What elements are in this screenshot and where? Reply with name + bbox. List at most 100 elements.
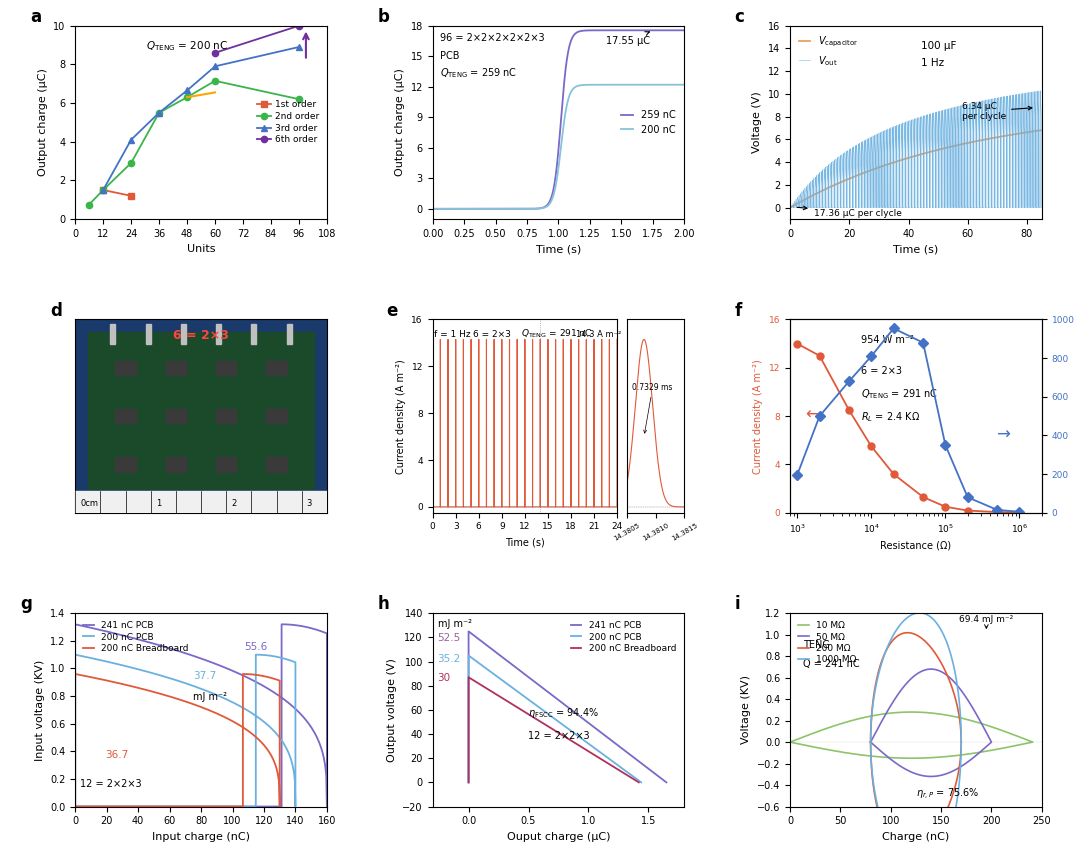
- Line: 1000 MΩ: 1000 MΩ: [871, 613, 961, 858]
- Legend: 10 MΩ, 50 MΩ, 200 MΩ, 1000 MΩ: 10 MΩ, 50 MΩ, 200 MΩ, 1000 MΩ: [795, 618, 860, 668]
- 200 nC PCB: [215, 692, 228, 702]
- 3rd order: [208, 61, 221, 71]
- X-axis label: Time (s): Time (s): [505, 537, 545, 547]
- Text: 1: 1: [156, 498, 161, 508]
- $V_\mathrm{out}$: [784, 202, 797, 213]
- Bar: [216, 324, 221, 344]
- Y-axis label: Output charge (μC): Output charge (μC): [395, 69, 405, 176]
- Bar: [111, 324, 116, 344]
- 200 nC Breadboard: [462, 777, 475, 788]
- 259 nC: [673, 25, 686, 35]
- Text: f = 1 Hz: f = 1 Hz: [435, 329, 471, 339]
- Line: 50 MΩ: 50 MΩ: [871, 669, 991, 776]
- Bar: [75, 491, 326, 513]
- Bar: [116, 360, 135, 375]
- Text: mJ m⁻²: mJ m⁻²: [193, 692, 228, 702]
- $V_\mathrm{out}$: [813, 202, 826, 213]
- 200 nC PCB: [264, 722, 277, 733]
- Bar: [165, 409, 186, 423]
- 200 nC Breadboard: [69, 801, 82, 812]
- Text: 954 W m⁻²: 954 W m⁻²: [860, 335, 913, 345]
- 200 nC: [455, 203, 468, 214]
- 259 nC: [678, 25, 691, 35]
- Y-axis label: Output charge (μC): Output charge (μC): [38, 69, 47, 176]
- Bar: [266, 409, 287, 423]
- Text: g: g: [19, 595, 31, 613]
- 241 nC PCB: [462, 777, 475, 788]
- 200 nC Breadboard: [623, 771, 636, 782]
- 200 MΩ: [909, 845, 921, 855]
- Text: d: d: [50, 302, 62, 320]
- 200 nC PCB: [603, 753, 615, 764]
- $V_\mathrm{capacitor}$: [934, 144, 947, 154]
- 3rd order: [125, 135, 137, 145]
- 241 nC PCB: [255, 801, 267, 812]
- 259 nC: [645, 25, 658, 35]
- Line: 3rd order: 3rd order: [100, 44, 302, 193]
- Legend: $V_\mathrm{capacitor}$, $V_\mathrm{out}$: $V_\mathrm{capacitor}$, $V_\mathrm{out}$: [795, 31, 862, 71]
- Bar: [216, 457, 236, 472]
- 3rd order: [153, 107, 165, 118]
- Line: 1st order: 1st order: [100, 187, 134, 199]
- 200 nC Breadboard: [250, 733, 263, 743]
- Line: 200 MΩ: 200 MΩ: [871, 632, 961, 851]
- Line: 241 nC PCB: 241 nC PCB: [75, 625, 326, 807]
- Text: e: e: [387, 302, 397, 320]
- 259 nC: [523, 203, 536, 214]
- Line: 259 nC: 259 nC: [433, 30, 684, 208]
- $V_\mathrm{capacitor}$: [1035, 125, 1048, 136]
- 200 nC PCB: [518, 691, 531, 701]
- Text: 100 μF: 100 μF: [920, 41, 956, 51]
- Text: 17.36 μC per clycle: 17.36 μC per clycle: [797, 206, 902, 218]
- Text: 55.6: 55.6: [244, 642, 267, 652]
- X-axis label: Resistance (Ω): Resistance (Ω): [881, 541, 952, 551]
- Line: 200 nC: 200 nC: [433, 85, 684, 208]
- 200 nC Breadboard: [624, 772, 637, 782]
- Text: i: i: [735, 595, 740, 613]
- X-axis label: Units: Units: [187, 245, 215, 254]
- 200 MΩ: [889, 632, 902, 643]
- 200 nC Breadboard: [204, 801, 217, 812]
- Text: 35.2: 35.2: [438, 654, 461, 664]
- 200 nC Breadboard: [256, 738, 268, 748]
- Text: 0.7329 ms: 0.7329 ms: [633, 383, 672, 433]
- X-axis label: Ouput charge (μC): Ouput charge (μC): [507, 831, 610, 842]
- Text: 6 = 2×3: 6 = 2×3: [173, 329, 229, 341]
- 1st order: [97, 184, 110, 195]
- $V_\mathrm{capacitor}$: [880, 160, 892, 170]
- Y-axis label: Current density (A m⁻²): Current density (A m⁻²): [396, 359, 406, 474]
- 6th order: [208, 48, 221, 58]
- 50 MΩ: [959, 758, 972, 769]
- 2nd order: [125, 158, 137, 168]
- 50 MΩ: [921, 771, 934, 782]
- 10 MΩ: [900, 753, 913, 764]
- 200 nC Breadboard: [236, 669, 249, 680]
- 259 nC: [469, 203, 482, 214]
- 10 MΩ: [784, 737, 797, 747]
- Y-axis label: Input voltage (KV): Input voltage (KV): [34, 659, 44, 760]
- Text: h: h: [377, 595, 389, 613]
- 50 MΩ: [897, 763, 910, 773]
- $V_\mathrm{capacitor}$: [972, 136, 985, 146]
- Text: TENG: TENG: [802, 640, 829, 650]
- 259 nC: [455, 203, 468, 214]
- $V_\mathrm{capacitor}$: [829, 179, 842, 190]
- Line: 6th order: 6th order: [212, 22, 302, 56]
- Line: 2nd order: 2nd order: [86, 78, 302, 208]
- 2nd order: [97, 184, 110, 195]
- Bar: [116, 457, 135, 472]
- 10 MΩ: [987, 745, 1000, 755]
- 50 MΩ: [925, 664, 938, 674]
- Text: a: a: [30, 8, 41, 26]
- 50 MΩ: [865, 737, 877, 747]
- Text: b: b: [377, 8, 389, 26]
- Text: 6 = 2×3: 6 = 2×3: [474, 329, 511, 339]
- Text: 52.5: 52.5: [438, 632, 461, 643]
- Text: $Q_\mathrm{TENG}$ = 200 nC: $Q_\mathrm{TENG}$ = 200 nC: [146, 39, 228, 52]
- 200 MΩ: [912, 631, 925, 641]
- Text: $Q_\mathrm{TENG}$ = 291 nC: $Q_\mathrm{TENG}$ = 291 nC: [521, 328, 593, 341]
- X-axis label: Charge (nC): Charge (nC): [883, 831, 949, 842]
- 200 nC PCB: [232, 801, 245, 812]
- X-axis label: Input charge (nC): Input charge (nC): [153, 831, 250, 842]
- Text: →: →: [997, 426, 1011, 444]
